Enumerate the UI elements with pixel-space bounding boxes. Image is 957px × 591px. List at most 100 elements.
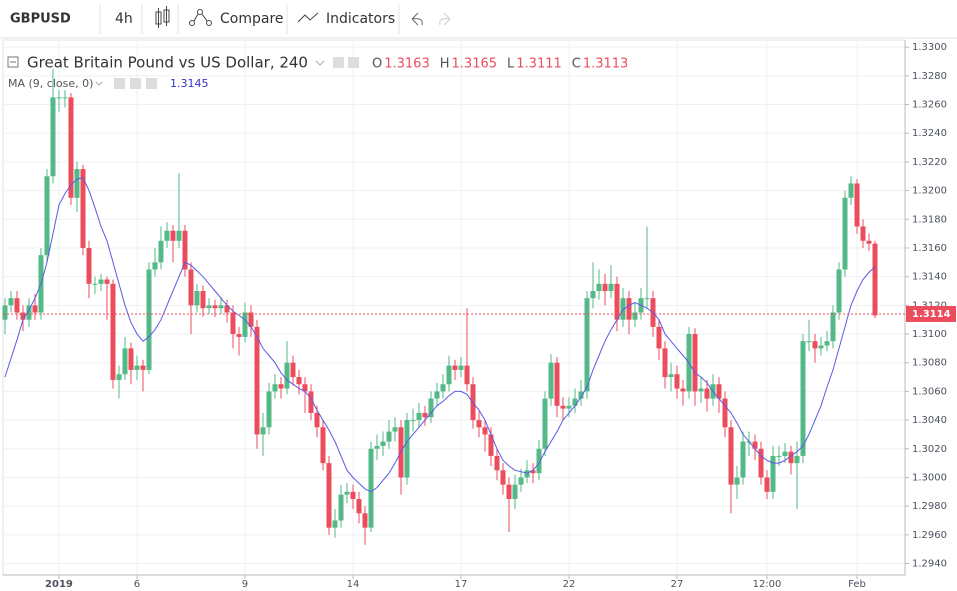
y-tick-label: 1.3020 — [912, 444, 947, 455]
y-tick-label: 1.3280 — [912, 71, 947, 82]
x-tick-label: Feb — [848, 579, 866, 590]
y-tick-label: 1.3120 — [912, 300, 947, 311]
remove-icon[interactable] — [146, 78, 157, 89]
candle-body — [530, 470, 536, 474]
candle-body — [758, 448, 764, 478]
eye-icon[interactable] — [333, 57, 344, 68]
candle-body — [410, 420, 416, 422]
candle-body — [326, 463, 332, 528]
candle-body — [626, 298, 632, 320]
compare-button[interactable]: Compare — [220, 11, 284, 27]
dropdown-icon[interactable] — [95, 81, 103, 86]
candle-body — [464, 365, 470, 385]
candle-body — [296, 377, 302, 385]
x-tick-label: 22 — [563, 579, 576, 590]
candle-body — [776, 455, 782, 457]
candle-body — [80, 169, 86, 248]
candle-body — [62, 97, 68, 99]
chart-title: Great Britain Pound vs US Dollar, 240 — [27, 54, 308, 72]
candle-body — [542, 398, 548, 449]
interval[interactable]: 4h — [115, 11, 133, 27]
candle-body — [842, 197, 848, 270]
compare-icon[interactable] — [189, 9, 212, 26]
candle-body — [158, 240, 164, 263]
settings-icon[interactable] — [348, 57, 359, 68]
candle-body — [20, 312, 26, 320]
eye-icon[interactable] — [114, 78, 125, 89]
redo-button[interactable] — [439, 12, 451, 26]
candle-body — [188, 269, 194, 306]
undo-button[interactable] — [411, 12, 423, 26]
candle-body — [272, 384, 278, 392]
ohlc-value: 1.3113 — [583, 57, 629, 72]
y-tick-label: 1.3300 — [912, 42, 947, 53]
candle-body — [92, 283, 98, 285]
candle-body — [56, 97, 62, 99]
dropdown-icon[interactable] — [315, 60, 325, 66]
candle-body — [704, 388, 710, 399]
last-price-label: 1.3114 — [912, 309, 951, 320]
candle-body — [596, 283, 602, 292]
candle-body — [50, 97, 56, 177]
candle-body — [428, 398, 434, 418]
x-tick-label: 9 — [242, 579, 248, 590]
collapse-icon[interactable] — [7, 56, 19, 68]
ohlc-value: 1.3165 — [452, 57, 498, 72]
candle-body — [368, 448, 374, 528]
candle-body — [578, 391, 584, 399]
candle-body — [494, 455, 500, 471]
candle-body — [548, 362, 554, 399]
candle-body — [356, 498, 362, 514]
candle-body — [854, 183, 860, 227]
candle-body — [224, 305, 230, 313]
candle-body — [344, 491, 350, 495]
candle-body — [512, 484, 518, 499]
candle-body — [98, 279, 104, 284]
candle-body — [404, 420, 410, 478]
candle-body — [488, 434, 494, 456]
candle-body — [662, 348, 668, 378]
candle-body — [386, 431, 392, 442]
candle-body — [164, 230, 170, 241]
candle-body — [308, 391, 314, 413]
candle-body — [314, 412, 320, 428]
indicators-button[interactable]: Indicators — [326, 11, 395, 27]
candle-body — [392, 427, 398, 432]
y-tick-label: 1.3160 — [912, 243, 947, 254]
x-tick-label: 27 — [671, 579, 684, 590]
y-tick-label: 1.3060 — [912, 386, 947, 397]
toolbar-items: GBPUSD 4h Compare Indicators — [10, 4, 451, 34]
chart-style-icon[interactable] — [155, 6, 170, 28]
y-tick-label: 1.2940 — [912, 559, 947, 570]
candle-body — [812, 341, 818, 349]
candle-body — [116, 374, 122, 380]
candle-body — [614, 283, 620, 320]
candle-body — [656, 326, 662, 349]
candle-body — [44, 176, 50, 256]
candle-body — [248, 312, 254, 327]
candle-body — [338, 494, 344, 521]
candle-body — [482, 427, 488, 435]
candle-body — [374, 445, 380, 449]
candle-body — [212, 305, 218, 309]
candle-body — [728, 427, 734, 485]
indicators-icon[interactable] — [297, 12, 319, 23]
ohlc-key: L — [507, 57, 515, 72]
ohlc-value: 1.3111 — [516, 57, 562, 72]
settings-icon[interactable] — [130, 78, 141, 89]
candle-body — [176, 230, 182, 241]
candle-body — [422, 412, 428, 418]
candle-body — [584, 298, 590, 392]
candle-body — [602, 283, 608, 292]
candle-body — [524, 470, 530, 478]
legend: Great Britain Pound vs US Dollar, 240 MA… — [7, 54, 359, 90]
candle-body — [380, 441, 386, 446]
candle-body — [290, 362, 296, 378]
candle-body — [566, 405, 572, 409]
candle-body — [182, 230, 188, 270]
candle-body — [506, 484, 512, 499]
candle-body — [572, 398, 578, 406]
candle-body — [800, 341, 806, 456]
ohlc-key: C — [572, 57, 581, 72]
symbol[interactable]: GBPUSD — [10, 12, 71, 27]
